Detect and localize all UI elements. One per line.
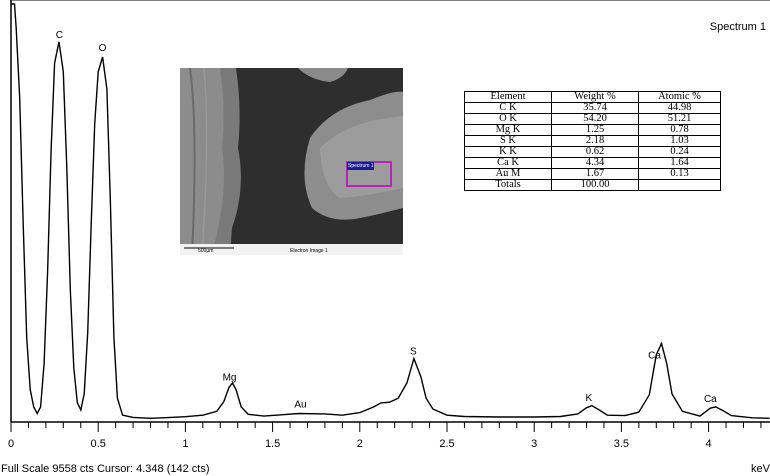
table-cell: 1.03 [638,135,721,147]
element-composition-table: Element Weight % Atomic % C K 35.74 44.9… [464,91,721,191]
sem-image-caption: Electron Image 1 [290,248,328,254]
table-row: S K 2.18 1.03 [464,135,721,147]
table-row: Mg K 1.25 0.78 [464,124,721,136]
table-cell: 0.24 [638,146,721,158]
table-header-element: Element [464,91,552,103]
table-cell: Ca K [464,157,552,169]
x-tick-label: 1 [182,438,188,450]
spectrum-series-line [11,3,770,420]
sem-electron-image: Spectrum 1 500µm Electron Image 1 [180,68,403,255]
peak-label: Mg [223,373,237,384]
table-cell: Mg K [464,124,552,136]
table-cell: 44.98 [638,102,721,114]
table-cell [638,179,721,191]
x-tick-label: 3.5 [614,438,629,450]
table-row: C K 35.74 44.98 [464,102,721,114]
peak-label: K [585,393,592,404]
peak-label: Au [294,400,306,411]
x-tick-label: 3 [531,438,537,450]
peak-label: Ca [648,351,661,362]
table-cell: 51.21 [638,113,721,125]
table-row: Totals 100.00 [464,179,721,191]
x-axis-tick-labels: 0 0.5 1 1.5 2 2.5 3 3.5 4 [8,438,712,450]
table-cell: 0.62 [551,146,639,158]
table-cell: O K [464,113,552,125]
table-cell: 54.20 [551,113,639,125]
table-row: O K 54.20 51.21 [464,113,721,125]
spectrum-title: Spectrum 1 [710,21,766,33]
peak-label: O [99,43,107,54]
x-tick-label: 1.5 [265,438,280,450]
table-row: Au M 1.67 0.13 [464,168,721,180]
peak-label: C [56,30,63,41]
x-tick-label: 2 [357,438,363,450]
table-cell: 1.67 [551,168,639,180]
table-cell: 1.25 [551,124,639,136]
table-row: K K 0.62 0.24 [464,146,721,158]
table-cell: 0.13 [638,168,721,180]
table-cell: 0.78 [638,124,721,136]
peak-label: S [410,346,417,357]
x-tick-label: 2.5 [439,438,454,450]
sem-spectrum-tag: Spectrum 1 [348,163,374,169]
table-cell: Totals [464,179,552,191]
footer-status-text: Full Scale 9558 cts Cursor: 4.348 (142 c… [1,463,209,475]
table-cell: 100.00 [551,179,639,191]
table-cell: 2.18 [551,135,639,147]
table-cell: K K [464,146,552,158]
x-axis-ticks [10,422,762,432]
x-tick-label: 0 [8,438,14,450]
x-axis-unit-label: keV [751,463,770,475]
peak-label: Ca [704,394,717,405]
table-cell: 1.64 [638,157,721,169]
table-cell: C K [464,102,552,114]
sem-scale-label: 500µm [198,248,214,254]
table-header-atomic: Atomic % [638,91,721,103]
table-row: Ca K 4.34 1.64 [464,157,721,169]
table-cell: Au M [464,168,552,180]
table-header-weight: Weight % [551,91,639,103]
x-tick-label: 0.5 [91,438,106,450]
table-cell: S K [464,135,552,147]
table-cell: 35.74 [551,102,639,114]
x-tick-label: 4 [706,438,712,450]
table-cell: 4.34 [551,157,639,169]
table-header-row: Element Weight % Atomic % [464,91,721,103]
peak-labels: C O Mg Au S K Ca Ca [56,30,717,410]
